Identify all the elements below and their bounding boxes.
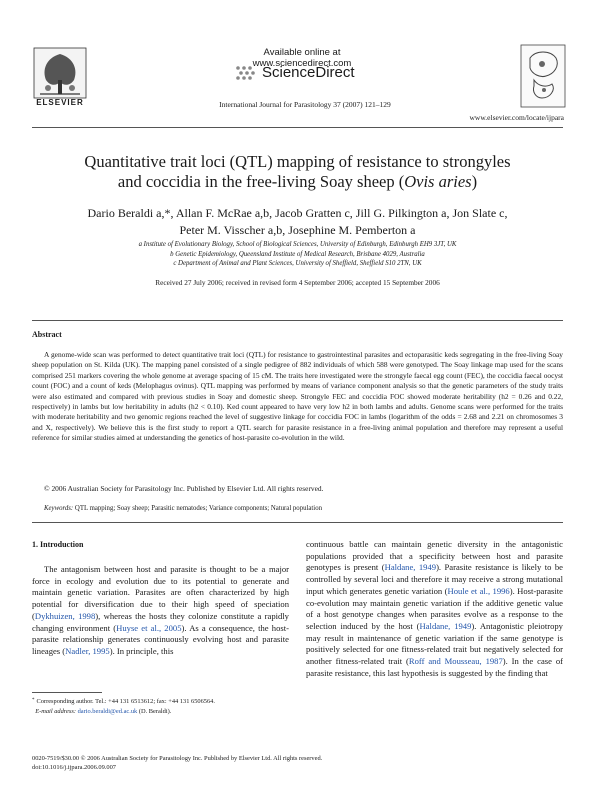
elsevier-tree-logo — [33, 47, 87, 99]
footnote: * Corresponding author. Tel.: +44 131 651… — [32, 697, 289, 716]
ref-link-houle[interactable]: Houle et al., 1996 — [447, 585, 510, 596]
intro-paragraph-right: continuous battle can maintain genetic d… — [306, 539, 563, 679]
affiliation-a: a Institute of Evolutionary Biology, Sch… — [138, 241, 457, 248]
authors-line-1: Dario Beraldi a,*, Allan F. McRae a,b, J… — [87, 206, 508, 220]
abstract-text: A genome-wide scan was performed to dete… — [32, 350, 563, 443]
abstract-copyright: © 2006 Australian Society for Parasitolo… — [44, 484, 324, 493]
left-column: 1. Introduction The antagonism between h… — [32, 540, 289, 658]
publisher-name: ELSEVIER — [36, 98, 84, 107]
intro-text-9: ). In the case of parasite resistance, t… — [306, 656, 563, 678]
title-species: Ovis aries — [404, 172, 472, 191]
affiliations: a Institute of Evolutionary Biology, Sch… — [40, 240, 555, 269]
abstract-heading: Abstract — [32, 330, 62, 339]
journal-cover-icon — [520, 44, 566, 108]
keywords: Keywords: QTL mapping; Soay sheep; Paras… — [44, 505, 564, 512]
email-link[interactable]: dario.beraldi@ed.ac.uk — [77, 708, 138, 715]
received-dates: Received 27 July 2006; received in revis… — [155, 278, 440, 287]
corresponding-contact: Corresponding author. Tel.: +44 131 6513… — [36, 698, 215, 705]
author-list: Dario Beraldi a,*, Allan F. McRae a,b, J… — [40, 205, 555, 239]
corresponding-author-note: * Corresponding author. Tel.: +44 131 651… — [32, 697, 289, 707]
doi[interactable]: doi:10.1016/j.ijpara.2006.09.007 — [32, 764, 116, 772]
title-line-2: and coccidia in the free-living Soay she… — [117, 172, 405, 191]
sciencedirect-icon — [236, 66, 255, 80]
intro-text-3: ). As a consequence, the host-parasite r… — [32, 622, 289, 656]
section-heading-introduction: 1. Introduction — [32, 540, 84, 549]
document-info: 0020-7519/$30.00 © 2006 Australian Socie… — [32, 754, 563, 772]
affiliation-c: c Department of Animal and Plant Science… — [173, 260, 422, 267]
intro-text-1: The antagonism between host and parasite… — [32, 564, 289, 621]
ref-link-huyse[interactable]: Huyse et al., 2005 — [116, 622, 182, 633]
intro-text-7: ). Host-parasite co-evolution may mainta… — [306, 585, 563, 631]
authors-line-2: Peter M. Visscher a,b, Josephine M. Pemb… — [179, 223, 416, 237]
ref-link-haldane-1[interactable]: Haldane, 1949 — [384, 562, 437, 573]
ref-link-dykhuizen[interactable]: Dykhuizen, 1998 — [34, 610, 96, 621]
sciencedirect-wordmark: ScienceDirect — [262, 64, 355, 81]
email-line: E-mail address: dario.beraldi@ed.ac.uk (… — [32, 707, 289, 716]
journal-citation: International Journal for Parasitology 3… — [219, 100, 391, 109]
intro-text-4: ). In principle, this — [109, 645, 174, 656]
keywords-label: Keywords: — [44, 505, 74, 512]
intro-text-6: ). Parasite resistance is likely to be c… — [306, 562, 563, 596]
keywords-list: QTL mapping; Soay sheep; Parasitic nemat… — [74, 505, 322, 512]
asterisk-icon: * — [32, 698, 35, 703]
abstract-top-divider — [32, 320, 563, 321]
email-label: E-mail address: — [35, 708, 76, 715]
title-line-1: Quantitative trait loci (QTL) mapping of… — [84, 152, 511, 171]
affiliation-b: b Genetic Epidemiology, Queensland Insti… — [170, 250, 425, 258]
article-title: Quantitative trait loci (QTL) mapping of… — [40, 152, 555, 192]
intro-text-2: ), whereas the hosts they colonize const… — [32, 610, 289, 633]
intro-text-5: continuous battle can maintain genetic d… — [306, 539, 563, 573]
title-end: ) — [471, 172, 478, 191]
ref-link-nadler[interactable]: Nadler, 1995 — [65, 645, 110, 656]
footnote-divider — [32, 692, 102, 693]
issn-copyright: 0020-7519/$30.00 © 2006 Australian Socie… — [32, 755, 323, 762]
ref-link-haldane-2[interactable]: Haldane, 1949 — [419, 620, 472, 631]
intro-paragraph-left: The antagonism between host and parasite… — [32, 564, 289, 658]
abstract-bottom-divider — [32, 522, 563, 523]
header-divider — [32, 127, 563, 128]
email-name: (D. Beraldi). — [138, 708, 172, 715]
journal-url[interactable]: www.elsevier.com/locate/ijpara — [469, 113, 564, 122]
right-column: continuous battle can maintain genetic d… — [306, 539, 563, 679]
ref-link-roff[interactable]: Roff and Mousseau, 1987 — [408, 656, 503, 667]
available-online-text[interactable]: Available online at www.sciencedirect.co… — [252, 47, 352, 69]
intro-text-8: ). Antagonistic pleiotropy may result in… — [306, 620, 563, 667]
